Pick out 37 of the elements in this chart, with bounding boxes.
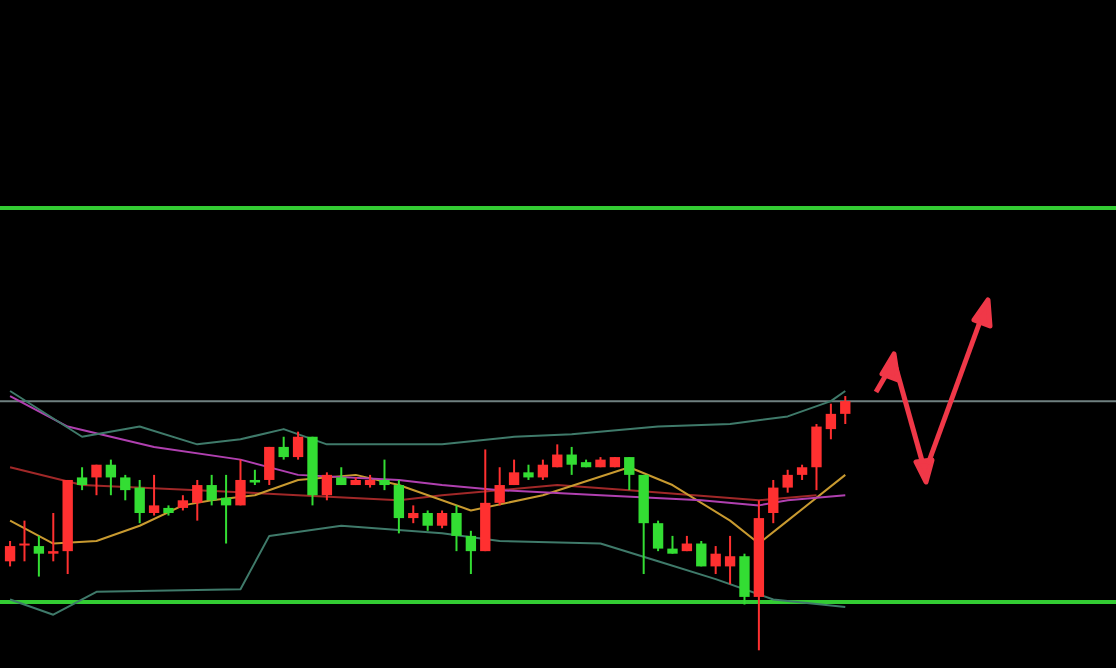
candlestick bbox=[91, 463, 102, 497]
candlestick bbox=[465, 529, 477, 576]
candlestick bbox=[292, 430, 304, 461]
candlestick bbox=[48, 512, 59, 563]
candlestick bbox=[264, 445, 275, 487]
candlestick bbox=[206, 473, 217, 507]
candlestick bbox=[148, 473, 160, 517]
candlestick bbox=[508, 458, 520, 487]
candlestick bbox=[19, 519, 30, 563]
candlestick bbox=[566, 445, 577, 476]
candlestick bbox=[624, 456, 635, 492]
candlestick bbox=[120, 473, 131, 502]
candlestick bbox=[811, 423, 822, 492]
candlestick bbox=[782, 468, 793, 494]
candlestick bbox=[724, 534, 736, 586]
candlestick bbox=[422, 509, 433, 532]
candlestick bbox=[768, 478, 779, 525]
candlestick bbox=[379, 458, 390, 492]
candlestick bbox=[393, 478, 405, 535]
candlestick bbox=[696, 539, 707, 568]
candlestick bbox=[4, 539, 16, 568]
candlestick bbox=[321, 471, 333, 502]
candlestick bbox=[494, 466, 505, 507]
candlestick bbox=[451, 504, 462, 553]
candlestick bbox=[33, 534, 45, 578]
candlestick bbox=[192, 478, 203, 522]
candlestick bbox=[537, 458, 549, 481]
candlestick bbox=[134, 478, 145, 525]
candlestick bbox=[825, 402, 837, 441]
candlestick bbox=[278, 435, 289, 461]
candlestick bbox=[739, 552, 750, 606]
candlestick bbox=[105, 458, 117, 497]
candlestick bbox=[710, 545, 721, 576]
candlestick bbox=[840, 395, 851, 426]
candlestick bbox=[76, 466, 88, 492]
candlestick bbox=[652, 519, 664, 553]
candlestick bbox=[235, 458, 246, 507]
